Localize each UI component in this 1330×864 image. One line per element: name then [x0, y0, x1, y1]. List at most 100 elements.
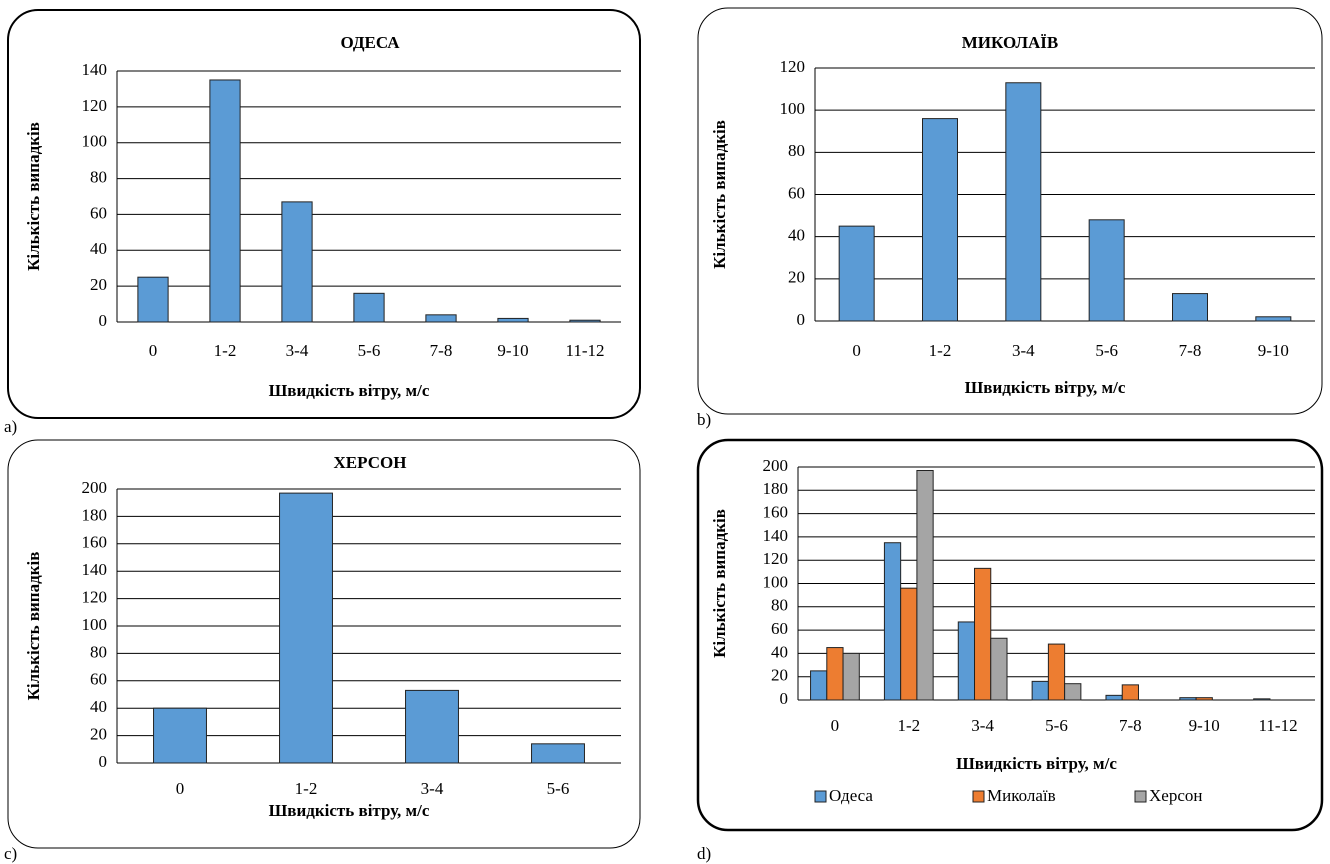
bar	[900, 587, 918, 701]
bar	[209, 79, 241, 323]
x-tick-label: 3-4	[1012, 341, 1035, 360]
x-axis-title: Швидкість вітру, м/с	[956, 754, 1117, 773]
bar	[153, 707, 207, 764]
bar	[569, 319, 601, 323]
y-tick-label: 60	[90, 203, 107, 222]
y-tick-label: 40	[90, 697, 107, 716]
bar	[1255, 316, 1292, 322]
y-tick-label: 200	[763, 456, 789, 475]
legend-swatch	[814, 790, 827, 803]
x-tick-label: 11-12	[565, 341, 604, 360]
x-tick-label: 3-4	[971, 716, 994, 735]
x-tick-label: 3-4	[286, 341, 309, 360]
legend-label: Миколаїв	[987, 786, 1056, 805]
x-tick-label: 1-2	[295, 779, 318, 798]
x-tick-label: 1-2	[214, 341, 237, 360]
y-tick-label: 180	[82, 505, 108, 524]
y-tick-label: 140	[82, 60, 108, 79]
bar	[497, 317, 529, 323]
bar	[957, 621, 976, 701]
y-axis-title: Кількість випадків	[710, 509, 729, 658]
x-axis-title: Швидкість вітру, м/с	[269, 381, 430, 400]
bar	[1105, 694, 1123, 701]
y-tick-label: 100	[780, 99, 806, 118]
legend-swatch	[972, 790, 985, 803]
bar	[916, 469, 934, 701]
y-tick-label: 60	[788, 183, 805, 202]
y-tick-label: 100	[82, 132, 108, 151]
x-tick-label: 9-10	[497, 341, 528, 360]
panel-frame	[7, 9, 641, 419]
x-tick-label: 7-8	[430, 341, 453, 360]
x-tick-label: 9-10	[1189, 716, 1220, 735]
panel-label: d)	[697, 844, 711, 863]
x-tick-label: 3-4	[421, 779, 444, 798]
bar	[1195, 697, 1213, 701]
y-tick-label: 40	[90, 239, 107, 258]
panel-label: c)	[4, 844, 17, 863]
x-tick-label: 9-10	[1258, 341, 1289, 360]
bar	[279, 492, 333, 764]
y-tick-label: 0	[780, 689, 789, 708]
x-axis-title: Швидкість вітру, м/с	[269, 801, 430, 820]
y-tick-label: 60	[771, 619, 788, 638]
y-tick-label: 80	[788, 141, 805, 160]
y-tick-label: 40	[788, 226, 805, 245]
legend-swatch	[1134, 790, 1147, 803]
bar	[883, 542, 902, 701]
y-axis-title: Кількість випадків	[710, 120, 729, 269]
y-tick-label: 120	[82, 96, 108, 115]
x-tick-label: 7-8	[1179, 341, 1202, 360]
panel-frame	[696, 438, 1324, 832]
bar	[1064, 683, 1082, 701]
bar	[405, 689, 459, 764]
y-tick-label: 140	[763, 526, 789, 545]
legend-label: Одеса	[829, 786, 873, 805]
y-tick-label: 60	[90, 670, 107, 689]
y-tick-label: 80	[771, 596, 788, 615]
y-tick-label: 20	[90, 275, 107, 294]
bar	[990, 637, 1008, 701]
y-tick-label: 200	[82, 478, 108, 497]
bar	[842, 652, 860, 701]
chart-title: ОДЕСА	[340, 33, 400, 52]
bar	[353, 292, 385, 323]
y-tick-label: 160	[763, 503, 789, 522]
bar	[1121, 684, 1139, 701]
y-tick-label: 120	[82, 588, 108, 607]
bar	[281, 201, 313, 323]
x-tick-label: 0	[852, 341, 861, 360]
y-tick-label: 100	[82, 615, 108, 634]
bar	[810, 670, 828, 701]
y-tick-label: 180	[763, 479, 789, 498]
bar	[531, 743, 585, 764]
legend-label: Херсон	[1149, 786, 1202, 805]
bar	[838, 225, 875, 322]
bar	[1005, 82, 1042, 322]
bar	[1088, 219, 1125, 322]
y-axis-title: Кількість випадків	[24, 552, 43, 701]
x-tick-label: 5-6	[1045, 716, 1068, 735]
y-tick-label: 140	[82, 560, 108, 579]
x-tick-label: 0	[831, 716, 840, 735]
y-tick-label: 40	[771, 642, 788, 661]
y-tick-label: 120	[763, 549, 789, 568]
panel-label: b)	[697, 410, 711, 429]
bar	[1047, 643, 1066, 701]
bar	[137, 276, 169, 323]
panel-frame	[697, 7, 1323, 415]
x-axis-title: Швидкість вітру, м/с	[965, 378, 1126, 397]
y-tick-label: 0	[797, 310, 806, 329]
x-tick-label: 7-8	[1119, 716, 1142, 735]
x-tick-label: 5-6	[547, 779, 570, 798]
y-tick-label: 160	[82, 533, 108, 552]
bar	[974, 567, 992, 701]
x-tick-label: 0	[149, 341, 158, 360]
bar	[922, 118, 958, 322]
y-tick-label: 0	[99, 752, 108, 771]
bar	[1172, 293, 1208, 322]
chart-title: МИКОЛАЇВ	[962, 33, 1058, 52]
y-tick-label: 20	[90, 725, 107, 744]
panel-label: a)	[4, 417, 17, 436]
